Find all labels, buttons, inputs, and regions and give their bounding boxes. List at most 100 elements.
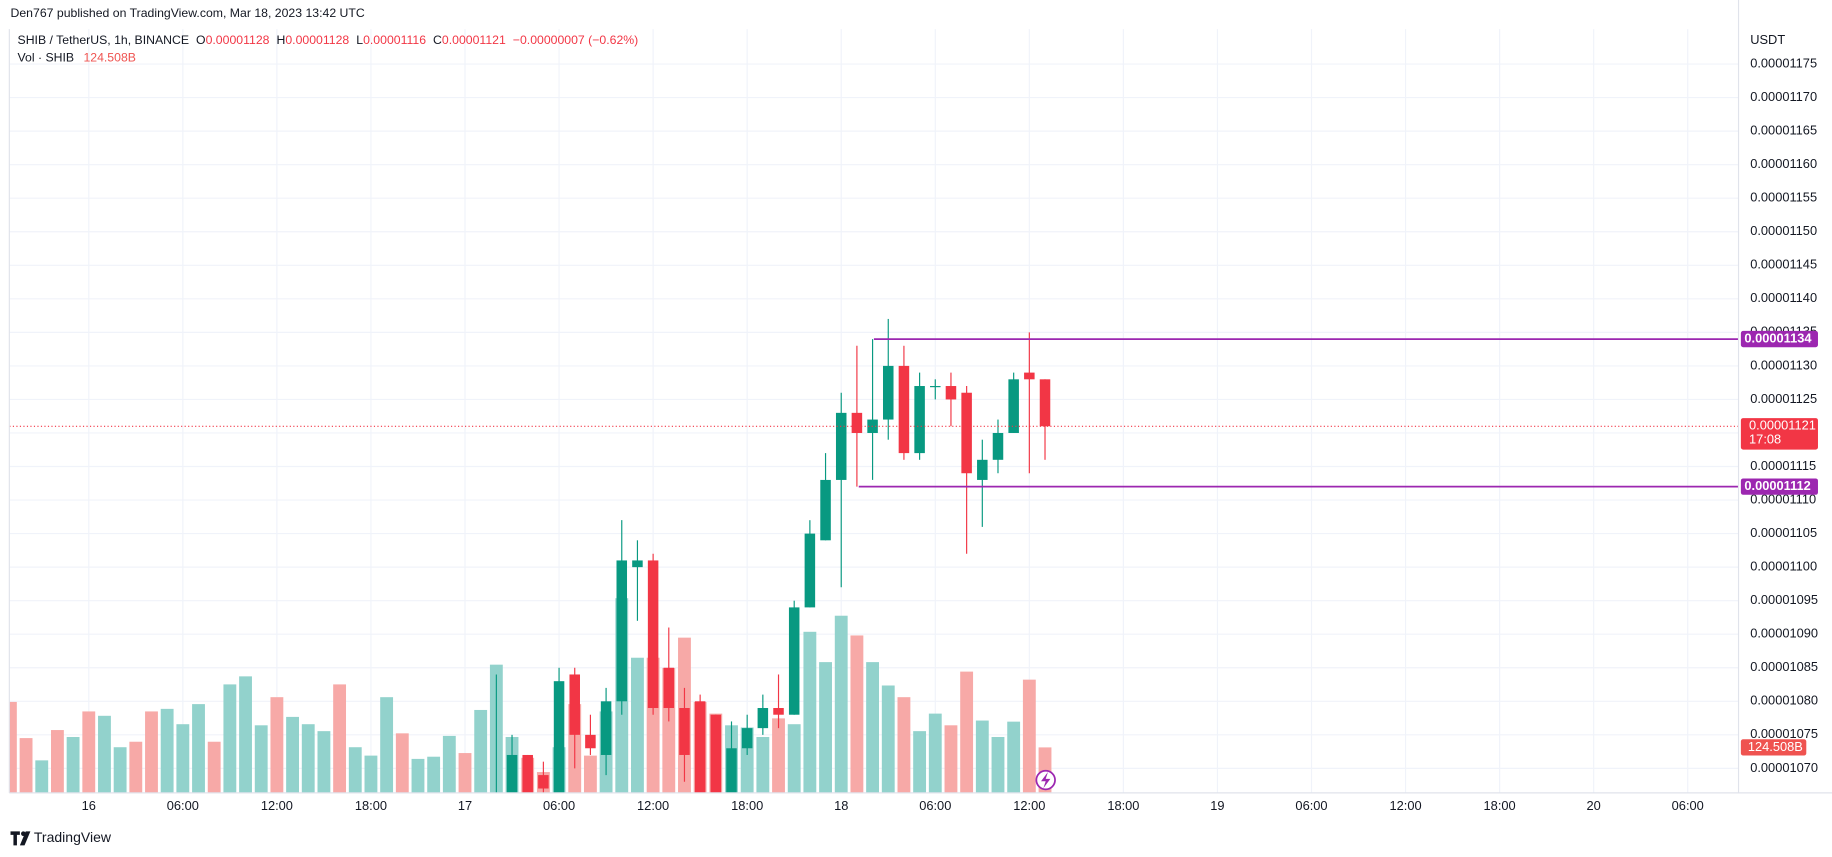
y-tick-label: 0.00001160 bbox=[1750, 156, 1817, 171]
candle-body bbox=[632, 560, 643, 568]
volume-bar bbox=[51, 730, 64, 793]
volume-bar bbox=[803, 631, 817, 793]
volume-bar bbox=[129, 741, 143, 793]
candle-body bbox=[710, 714, 722, 793]
y-tick-label: 0.00001175 bbox=[1750, 55, 1817, 70]
volume-name: Vol · SHIB bbox=[18, 51, 75, 65]
close-value: 0.00001121 bbox=[442, 33, 506, 47]
x-tick-label: 18:00 bbox=[731, 798, 763, 813]
candle-body bbox=[773, 708, 784, 715]
volume-bar bbox=[458, 753, 472, 793]
lines bbox=[9, 338, 1739, 488]
candle-body bbox=[1039, 379, 1051, 427]
volume-bar bbox=[301, 724, 315, 793]
volume-bar bbox=[19, 738, 33, 793]
candle-body bbox=[694, 701, 706, 793]
volume-bar bbox=[66, 736, 80, 793]
volume-bar bbox=[897, 697, 911, 793]
volume-bar bbox=[333, 684, 347, 793]
candle-body bbox=[914, 386, 925, 454]
open-letter: O bbox=[196, 33, 206, 47]
x-tick-label: 06:00 bbox=[919, 798, 951, 813]
x-tick-label: 12:00 bbox=[637, 798, 669, 813]
candle-body bbox=[882, 365, 894, 420]
y-tick-label: 0.00001095 bbox=[1750, 592, 1818, 607]
volume-bar bbox=[631, 657, 644, 793]
volume-bar bbox=[207, 741, 221, 793]
volume-bar bbox=[442, 735, 456, 793]
volume-label: 124.508B bbox=[1748, 739, 1803, 754]
volume-bar bbox=[113, 747, 127, 793]
data-window-icon[interactable] bbox=[1035, 769, 1056, 791]
volume-bar bbox=[787, 724, 801, 793]
candle-body bbox=[804, 533, 816, 608]
candle-body bbox=[663, 667, 675, 709]
candle-body bbox=[506, 754, 518, 793]
candle-body bbox=[569, 674, 580, 735]
y-tick-label: 0.00001145 bbox=[1750, 257, 1817, 272]
volume-bar bbox=[944, 725, 958, 793]
volume-bar bbox=[160, 708, 174, 793]
y-tick-label: 0.00001085 bbox=[1750, 659, 1818, 674]
volume-bar bbox=[176, 724, 190, 793]
volume-bar bbox=[756, 736, 770, 793]
x-tick-label: 18:00 bbox=[355, 798, 387, 813]
volume-bar bbox=[239, 676, 252, 793]
published-line: Den767 published on TradingView.com, Mar… bbox=[11, 6, 365, 20]
volume-bar bbox=[317, 731, 331, 793]
high-letter: H bbox=[276, 33, 285, 47]
y-tick-label: 0.00001110 bbox=[1750, 491, 1816, 506]
volume-bar bbox=[474, 709, 488, 793]
y-tick-label: 0.00001080 bbox=[1750, 693, 1818, 708]
volume-bar bbox=[98, 715, 111, 793]
volume-bar bbox=[881, 685, 895, 793]
y-tick-label: 0.00001150 bbox=[1750, 223, 1817, 238]
candle-body bbox=[820, 479, 831, 541]
currency: USDT bbox=[1750, 32, 1785, 47]
volume-bar bbox=[1022, 679, 1036, 793]
candle-body bbox=[585, 734, 596, 749]
volume-bar bbox=[348, 747, 362, 793]
x-tick-label: 17 bbox=[458, 798, 472, 813]
volume-bar bbox=[850, 635, 864, 793]
candle-body bbox=[741, 728, 753, 749]
volume-label-box bbox=[1740, 739, 1807, 756]
x-tick-label: 06:00 bbox=[1295, 798, 1327, 813]
y-tick-label: 0.00001165 bbox=[1750, 123, 1817, 138]
y-tick-label: 0.00001130 bbox=[1750, 357, 1817, 372]
x-tick-label: 06:00 bbox=[543, 798, 575, 813]
x-tick-label: 20 bbox=[1587, 798, 1601, 813]
volume-bar bbox=[928, 713, 942, 793]
volume-bar bbox=[772, 718, 785, 793]
candle-body bbox=[600, 701, 612, 755]
volume-bar bbox=[991, 736, 1005, 793]
volume-value: 124.508B bbox=[83, 51, 136, 65]
open-value: 0.00001128 bbox=[206, 33, 270, 47]
change: −0.00000007 (−0.62%) bbox=[513, 33, 638, 47]
volume-bar bbox=[819, 662, 832, 793]
volume-bar bbox=[270, 697, 284, 793]
y-tick-label: 0.00001155 bbox=[1750, 190, 1817, 205]
x-tick-label: 12:00 bbox=[1389, 798, 1421, 813]
candle-body bbox=[992, 432, 1004, 460]
candle-body bbox=[930, 386, 941, 388]
symbol: SHIB / TetherUS, 1h, BINANCE bbox=[18, 33, 190, 47]
volume-bar bbox=[35, 760, 49, 793]
volume-bar bbox=[364, 755, 378, 793]
candle-body bbox=[945, 386, 957, 400]
x-tick-label: 06:00 bbox=[1672, 798, 1704, 813]
footer-brand: TradingView bbox=[34, 829, 112, 845]
volume-bar bbox=[286, 716, 299, 793]
volume-bar bbox=[9, 701, 17, 793]
y-tick-label: 0.00001105 bbox=[1750, 525, 1817, 540]
y-tick-label: 0.00001100 bbox=[1750, 559, 1817, 574]
volume-bar bbox=[427, 756, 441, 793]
volume-bar bbox=[960, 671, 974, 793]
volume-bar bbox=[866, 662, 880, 793]
y-tick-label: 0.00001125 bbox=[1750, 391, 1817, 406]
candle-body bbox=[1008, 379, 1019, 433]
candle-body bbox=[961, 392, 972, 474]
